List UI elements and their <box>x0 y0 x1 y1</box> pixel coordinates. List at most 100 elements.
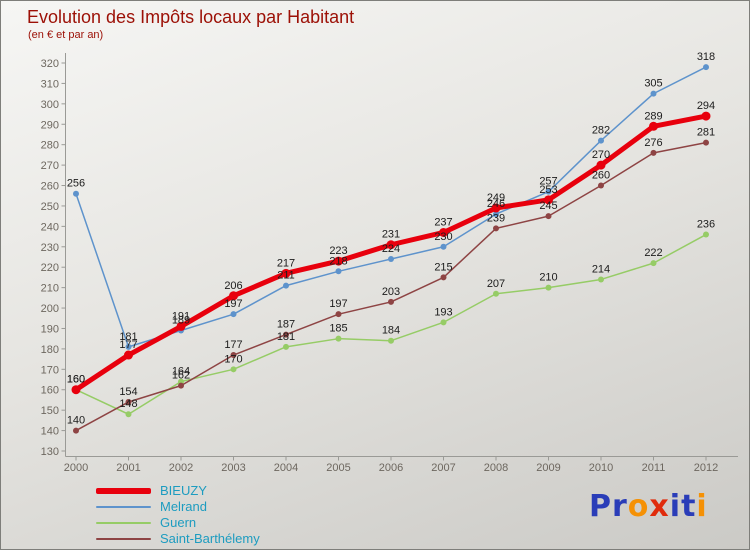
logo-letter: o <box>627 489 650 524</box>
series-Melrand <box>73 64 709 350</box>
svg-text:189: 189 <box>172 315 190 327</box>
svg-text:276: 276 <box>644 137 662 149</box>
svg-text:218: 218 <box>329 255 347 267</box>
legend-swatch-guern <box>96 521 151 524</box>
svg-text:2009: 2009 <box>536 462 560 474</box>
svg-text:214: 214 <box>592 263 610 275</box>
proxiti-logo: Proxiti <box>589 489 708 524</box>
svg-text:2002: 2002 <box>169 462 193 474</box>
svg-text:180: 180 <box>41 344 59 356</box>
logo-letter: t <box>681 489 697 524</box>
svg-text:240: 240 <box>41 221 59 233</box>
svg-text:294: 294 <box>697 100 715 112</box>
svg-text:210: 210 <box>539 272 557 284</box>
page-subtitle: (en € et par an) <box>28 29 104 41</box>
svg-text:250: 250 <box>41 201 59 213</box>
svg-text:222: 222 <box>644 247 662 259</box>
svg-text:197: 197 <box>224 298 242 310</box>
svg-text:231: 231 <box>382 229 400 241</box>
svg-text:318: 318 <box>697 51 715 63</box>
svg-text:305: 305 <box>644 78 662 90</box>
svg-text:253: 253 <box>539 184 557 196</box>
svg-text:191: 191 <box>172 310 190 322</box>
logo-letter: x <box>649 489 670 524</box>
svg-text:207: 207 <box>487 278 505 290</box>
legend-label-melrand: Melrand <box>160 499 207 514</box>
svg-text:237: 237 <box>434 216 452 228</box>
svg-text:2000: 2000 <box>64 462 88 474</box>
legend-item-guern: Guern <box>96 516 260 529</box>
svg-text:260: 260 <box>592 170 610 182</box>
svg-text:2003: 2003 <box>221 462 245 474</box>
svg-text:160: 160 <box>41 385 59 397</box>
svg-text:223: 223 <box>329 245 347 257</box>
svg-text:181: 181 <box>119 331 137 343</box>
legend-swatch-bieuzy <box>96 487 151 494</box>
svg-text:177: 177 <box>119 339 137 351</box>
page-title: Evolution des Impôts locaux par Habitant <box>27 7 355 27</box>
svg-text:270: 270 <box>592 149 610 161</box>
svg-text:154: 154 <box>119 386 137 398</box>
legend-swatch-melrand <box>96 505 151 508</box>
svg-text:164: 164 <box>172 366 190 378</box>
svg-text:140: 140 <box>41 426 59 438</box>
svg-text:2012: 2012 <box>694 462 718 474</box>
svg-text:2006: 2006 <box>379 462 403 474</box>
svg-text:230: 230 <box>434 231 452 243</box>
svg-text:2007: 2007 <box>431 462 455 474</box>
svg-text:162: 162 <box>172 370 190 382</box>
svg-text:130: 130 <box>41 446 59 458</box>
svg-text:249: 249 <box>487 192 505 204</box>
legend-item-melrand: Melrand <box>96 500 260 513</box>
legend-item-bieuzy: BIEUZY <box>96 484 260 497</box>
svg-text:310: 310 <box>41 78 59 90</box>
svg-text:236: 236 <box>697 219 715 231</box>
svg-text:181: 181 <box>277 331 295 343</box>
svg-text:2001: 2001 <box>116 462 140 474</box>
logo-letter: i <box>669 489 682 524</box>
legend: BIEUZY Melrand Guern Saint-Barthélemy <box>96 484 260 545</box>
svg-text:217: 217 <box>277 257 295 269</box>
svg-text:211: 211 <box>277 270 295 282</box>
svg-text:177: 177 <box>224 339 242 351</box>
svg-text:282: 282 <box>592 125 610 137</box>
legend-label-guern: Guern <box>160 515 197 530</box>
svg-text:300: 300 <box>41 99 59 111</box>
series-BIEUZY <box>71 111 711 395</box>
svg-text:148: 148 <box>119 398 137 410</box>
svg-text:170: 170 <box>224 353 242 365</box>
logo-letter: r <box>612 489 628 524</box>
svg-text:187: 187 <box>277 319 295 331</box>
svg-text:2010: 2010 <box>589 462 613 474</box>
logo-letter: i <box>696 489 708 524</box>
svg-text:280: 280 <box>41 140 59 152</box>
legend-label-bieuzy: BIEUZY <box>160 483 207 498</box>
legend-item-saint-barthelemy: Saint-Barthélemy <box>96 532 260 545</box>
series-Saint-Barthélemy <box>73 139 709 434</box>
svg-text:197: 197 <box>329 298 347 310</box>
svg-text:184: 184 <box>382 325 400 337</box>
svg-text:2011: 2011 <box>642 462 666 474</box>
svg-text:2008: 2008 <box>484 462 508 474</box>
svg-text:257: 257 <box>539 176 557 188</box>
svg-text:224: 224 <box>382 243 400 255</box>
svg-text:289: 289 <box>644 110 662 122</box>
svg-text:200: 200 <box>41 303 59 315</box>
svg-text:193: 193 <box>434 306 452 318</box>
svg-text:245: 245 <box>539 200 557 212</box>
svg-text:239: 239 <box>487 212 505 224</box>
svg-text:150: 150 <box>41 405 59 417</box>
legend-swatch-saint-barthelemy <box>96 537 151 540</box>
svg-text:215: 215 <box>434 261 452 273</box>
svg-text:2004: 2004 <box>274 462 298 474</box>
svg-text:246: 246 <box>487 198 505 210</box>
svg-text:260: 260 <box>41 181 59 193</box>
logo-letter: P <box>589 489 612 524</box>
svg-text:160: 160 <box>67 374 85 386</box>
svg-text:206: 206 <box>224 280 242 292</box>
svg-text:270: 270 <box>41 160 59 172</box>
svg-text:220: 220 <box>41 262 59 274</box>
svg-text:190: 190 <box>41 323 59 335</box>
